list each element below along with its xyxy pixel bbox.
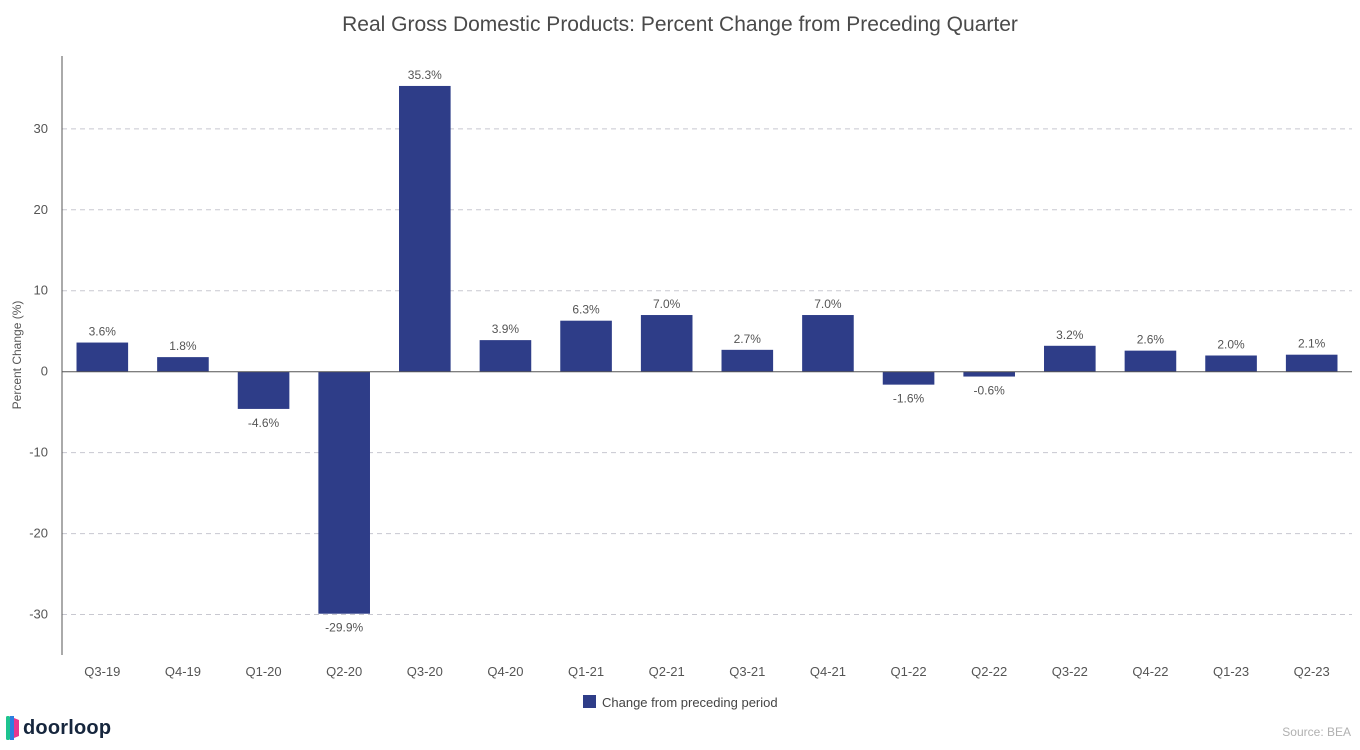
legend-label: Change from preceding period (602, 695, 778, 710)
x-tick-label: Q1-21 (568, 664, 604, 679)
bar (882, 371, 935, 385)
x-tick-label: Q1-20 (245, 664, 281, 679)
data-label: 2.0% (1217, 338, 1245, 352)
legend-swatch (583, 695, 596, 708)
bar (1205, 355, 1257, 372)
bar (318, 371, 370, 614)
data-label: -4.6% (248, 416, 280, 430)
bar (479, 340, 532, 372)
y-tick-label: -10 (29, 445, 48, 460)
x-tick-label: Q3-20 (407, 664, 443, 679)
bar (963, 371, 1015, 377)
x-tick-label: Q2-21 (649, 664, 685, 679)
brand-name: doorloop (23, 716, 112, 739)
data-labels: 3.6% 1.8% -4.6% -29.9% 35.3% 3.9% 6.3% 7.0% 2.7%… (89, 68, 1326, 635)
data-label: 7.0% (814, 297, 842, 311)
data-label: 1.8% (169, 339, 197, 353)
data-label: -1.6% (893, 392, 925, 406)
data-label: 3.6% (89, 325, 117, 339)
y-tick-label: -20 (29, 526, 48, 541)
y-axis-label: Percent Change (%) (10, 301, 24, 410)
source-note: Source: BEA (1282, 725, 1351, 739)
data-label: 2.1% (1298, 337, 1326, 351)
chart-title: Real Gross Domestic Products: Percent Ch… (342, 13, 1018, 36)
doorloop-logo-icon (6, 716, 19, 740)
x-tick-label: Q4-19 (165, 664, 201, 679)
y-tick-label: 10 (34, 283, 48, 298)
x-tick-label: Q3-22 (1052, 664, 1088, 679)
x-tick-label: Q4-20 (487, 664, 523, 679)
data-label: 6.3% (572, 303, 600, 317)
data-label: 2.6% (1137, 333, 1165, 347)
bar (640, 315, 693, 372)
x-tick-label: Q4-21 (810, 664, 846, 679)
bar (399, 85, 451, 372)
data-label: -0.6% (974, 384, 1006, 398)
x-tick-label: Q3-19 (84, 664, 120, 679)
x-tick-label: Q1-23 (1213, 664, 1249, 679)
bar (76, 342, 129, 372)
bar (560, 320, 612, 372)
bar (237, 371, 290, 409)
x-tick-label: Q4-22 (1132, 664, 1168, 679)
y-tick-label: 30 (34, 121, 48, 136)
y-tick-label: 0 (41, 364, 48, 379)
bar (1285, 354, 1338, 372)
x-tick-label: Q3-21 (729, 664, 765, 679)
bar (1044, 345, 1096, 372)
bars (76, 85, 1338, 614)
y-tick-label: 20 (34, 202, 48, 217)
y-tick-label: -30 (29, 607, 48, 622)
axes: 30 20 10 0 -10 -20 -30 Q3-19 Q4-19 Q1-20 Q2-20 Q3-2… (29, 56, 1352, 679)
x-tick-label: Q2-20 (326, 664, 362, 679)
brand-logo: doorloop (6, 715, 111, 741)
data-label: 3.9% (492, 322, 520, 336)
data-label: 35.3% (408, 68, 442, 82)
x-tick-label: Q1-22 (890, 664, 926, 679)
x-tick-label: Q2-23 (1294, 664, 1330, 679)
bar (157, 357, 209, 372)
x-tick-label: Q2-22 (971, 664, 1007, 679)
data-label: 3.2% (1056, 328, 1084, 342)
bar (721, 349, 774, 372)
grid-lines (62, 128, 1352, 616)
data-label: 2.7% (734, 332, 762, 346)
bar (1124, 350, 1177, 372)
legend[interactable]: Change from preceding period (583, 695, 778, 710)
data-label: 7.0% (653, 297, 681, 311)
bar (802, 315, 854, 372)
data-label: -29.9% (325, 621, 363, 635)
